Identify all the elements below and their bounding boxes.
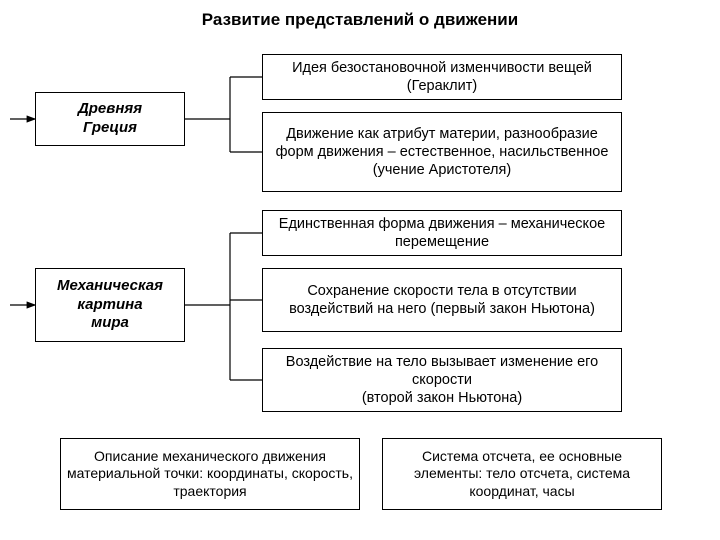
right-box-r2: Движение как атрибут материи, разнообраз… bbox=[262, 112, 622, 192]
right-box-r2-label: Движение как атрибут материи, разнообраз… bbox=[269, 125, 615, 179]
bottom-box-b2-label: Система отсчета, ее основные элементы: т… bbox=[389, 448, 655, 501]
diagram-title: Развитие представлений о движении bbox=[0, 10, 720, 30]
right-box-r3: Единственная форма движения – механическ… bbox=[262, 210, 622, 256]
right-box-r4-label: Сохранение скорости тела в отсутствии во… bbox=[269, 282, 615, 318]
left-box-mech-label: Механическая картина мира bbox=[57, 277, 163, 333]
right-box-r1-label: Идея безостановочной изменчивости вещей … bbox=[269, 59, 615, 95]
right-box-r4: Сохранение скорости тела в отсутствии во… bbox=[262, 268, 622, 332]
left-box-greece-label: Древняя Греция bbox=[78, 100, 142, 138]
right-box-r5-label: Воздействие на тело вызывает изменение е… bbox=[269, 353, 615, 407]
right-box-r3-label: Единственная форма движения – механическ… bbox=[269, 215, 615, 251]
right-box-r5: Воздействие на тело вызывает изменение е… bbox=[262, 348, 622, 412]
left-box-greece: Древняя Греция bbox=[35, 92, 185, 146]
left-box-mech: Механическая картина мира bbox=[35, 268, 185, 342]
bottom-box-b1-label: Описание механического движения материал… bbox=[67, 448, 353, 501]
bottom-box-b1: Описание механического движения материал… bbox=[60, 438, 360, 510]
bottom-box-b2: Система отсчета, ее основные элементы: т… bbox=[382, 438, 662, 510]
right-box-r1: Идея безостановочной изменчивости вещей … bbox=[262, 54, 622, 100]
